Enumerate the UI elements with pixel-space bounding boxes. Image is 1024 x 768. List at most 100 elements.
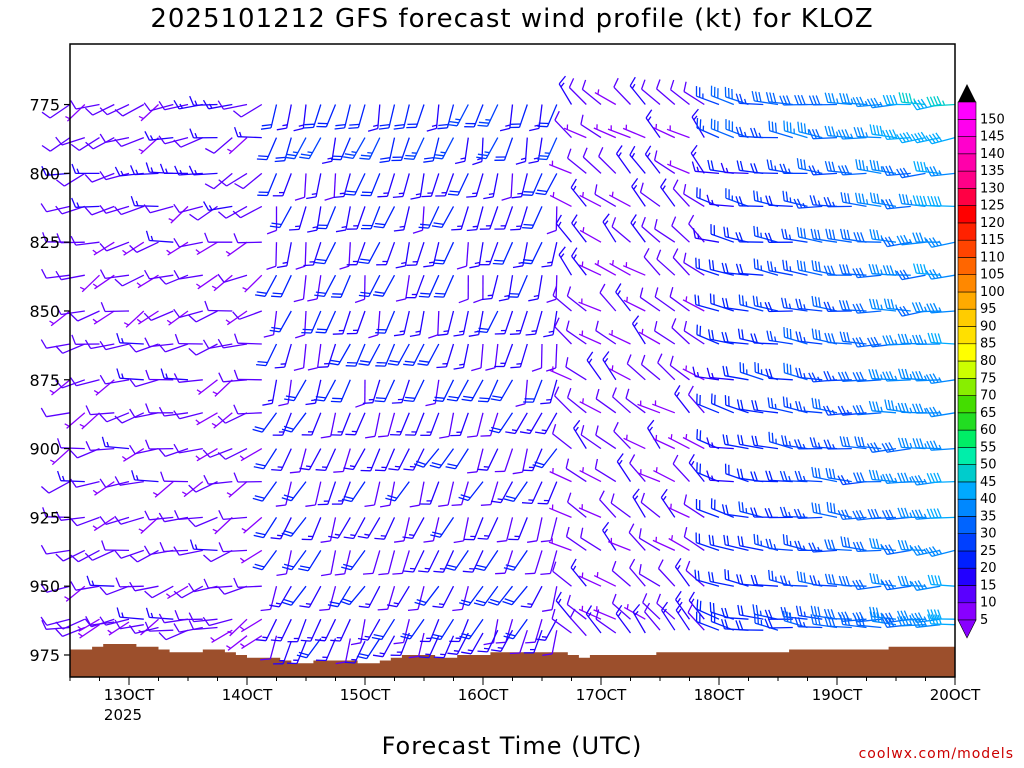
legend-swatch bbox=[957, 222, 977, 241]
barb-staff bbox=[367, 517, 381, 539]
barb-staff bbox=[430, 173, 440, 197]
wind-barb bbox=[69, 377, 100, 387]
wind-barb bbox=[130, 195, 159, 208]
barb-flag bbox=[333, 470, 344, 473]
wind-barb bbox=[212, 379, 233, 397]
barb-flag bbox=[330, 639, 341, 642]
barb-staff bbox=[325, 310, 337, 334]
barb-flag bbox=[158, 406, 165, 417]
barb-staff bbox=[241, 549, 263, 564]
barb-flag bbox=[403, 468, 414, 471]
barb-half-flag bbox=[239, 557, 245, 562]
credit-link[interactable]: coolwx.com/models bbox=[858, 746, 1014, 762]
barb-half-flag bbox=[92, 489, 98, 494]
barb-half-flag bbox=[91, 580, 95, 586]
wind-barb bbox=[114, 205, 145, 216]
wind-barb bbox=[218, 510, 248, 521]
barb-flag bbox=[392, 195, 403, 199]
barb-flag bbox=[269, 329, 280, 333]
wind-barb bbox=[393, 206, 410, 232]
barb-half-flag bbox=[364, 533, 370, 536]
wind-barb bbox=[71, 163, 100, 175]
wind-barb bbox=[286, 640, 307, 665]
barb-flag bbox=[260, 608, 271, 612]
barb-half-flag bbox=[150, 235, 154, 241]
barb-flag bbox=[255, 639, 266, 642]
barb-flag bbox=[346, 190, 357, 193]
barb-staff bbox=[90, 447, 115, 452]
wind-barb bbox=[202, 616, 233, 627]
legend-label: 20 bbox=[980, 561, 997, 576]
barb-flag bbox=[392, 572, 403, 575]
legend-label: 140 bbox=[980, 147, 1005, 162]
wind-barb bbox=[84, 339, 115, 350]
barb-flag bbox=[404, 360, 415, 364]
barb-flag bbox=[55, 553, 64, 562]
barb-flag bbox=[145, 607, 150, 618]
wind-barb bbox=[423, 137, 440, 163]
barb-half-flag bbox=[311, 192, 317, 196]
wind-barb bbox=[239, 618, 263, 633]
barb-flag bbox=[278, 402, 289, 407]
barb-half-flag bbox=[399, 330, 405, 333]
barb-half-flag bbox=[165, 593, 171, 598]
barb-flag bbox=[344, 153, 355, 157]
wind-barb bbox=[316, 104, 337, 128]
wind-barb bbox=[385, 481, 410, 502]
barb-half-flag bbox=[179, 169, 183, 176]
barb-flag bbox=[339, 265, 350, 270]
barb-flag bbox=[84, 206, 93, 216]
barb-flag bbox=[261, 123, 272, 127]
wind-barb bbox=[99, 171, 130, 181]
barb-flag bbox=[304, 123, 315, 126]
barb-flag bbox=[145, 369, 150, 380]
barb-flag bbox=[114, 415, 123, 424]
barb-staff bbox=[198, 379, 218, 396]
barb-flag bbox=[315, 331, 326, 334]
barb-flag bbox=[378, 127, 389, 130]
barb-half-flag bbox=[150, 612, 154, 618]
barb-staff bbox=[108, 621, 130, 636]
wind-barb bbox=[426, 104, 440, 132]
barb-staff bbox=[397, 448, 410, 471]
barb-half-flag bbox=[429, 261, 435, 264]
barb-flag bbox=[41, 619, 47, 630]
barb-flag bbox=[204, 232, 209, 243]
wind-barb bbox=[173, 269, 203, 280]
barb-flag bbox=[84, 552, 93, 561]
wind-barb bbox=[158, 101, 189, 111]
wind-barb bbox=[303, 241, 322, 267]
wind-barb bbox=[275, 481, 292, 507]
barb-half-flag bbox=[61, 475, 65, 482]
barb-flag bbox=[99, 413, 108, 423]
barb-staff bbox=[149, 629, 174, 632]
barb-staff bbox=[208, 343, 233, 350]
barb-flag bbox=[394, 540, 405, 543]
barb-staff bbox=[316, 343, 322, 368]
barb-flag bbox=[354, 298, 365, 304]
barb-staff bbox=[382, 206, 396, 228]
barb-half-flag bbox=[339, 192, 345, 195]
wind-barb bbox=[420, 412, 440, 436]
barb-staff bbox=[123, 448, 145, 462]
wind-barb bbox=[252, 481, 278, 502]
wind-barb-layer bbox=[40, 75, 956, 665]
wind-barb bbox=[56, 438, 85, 450]
barb-staff bbox=[330, 550, 337, 575]
barb-flag bbox=[55, 511, 62, 521]
barb-staff bbox=[266, 173, 278, 196]
barb-flag bbox=[335, 661, 346, 665]
wind-barb bbox=[138, 516, 159, 534]
wind-barb bbox=[143, 310, 174, 321]
barb-half-flag bbox=[409, 465, 415, 468]
barb-staff bbox=[106, 585, 130, 596]
legend-swatch bbox=[957, 308, 977, 327]
barb-half-flag bbox=[226, 645, 232, 649]
legend-swatch bbox=[957, 602, 977, 621]
wind-barb bbox=[354, 275, 366, 304]
wind-barb bbox=[345, 343, 366, 367]
barb-flag bbox=[420, 223, 431, 226]
wind-barb bbox=[390, 412, 410, 436]
wind-barb bbox=[211, 274, 233, 292]
wind-barb bbox=[348, 104, 366, 130]
